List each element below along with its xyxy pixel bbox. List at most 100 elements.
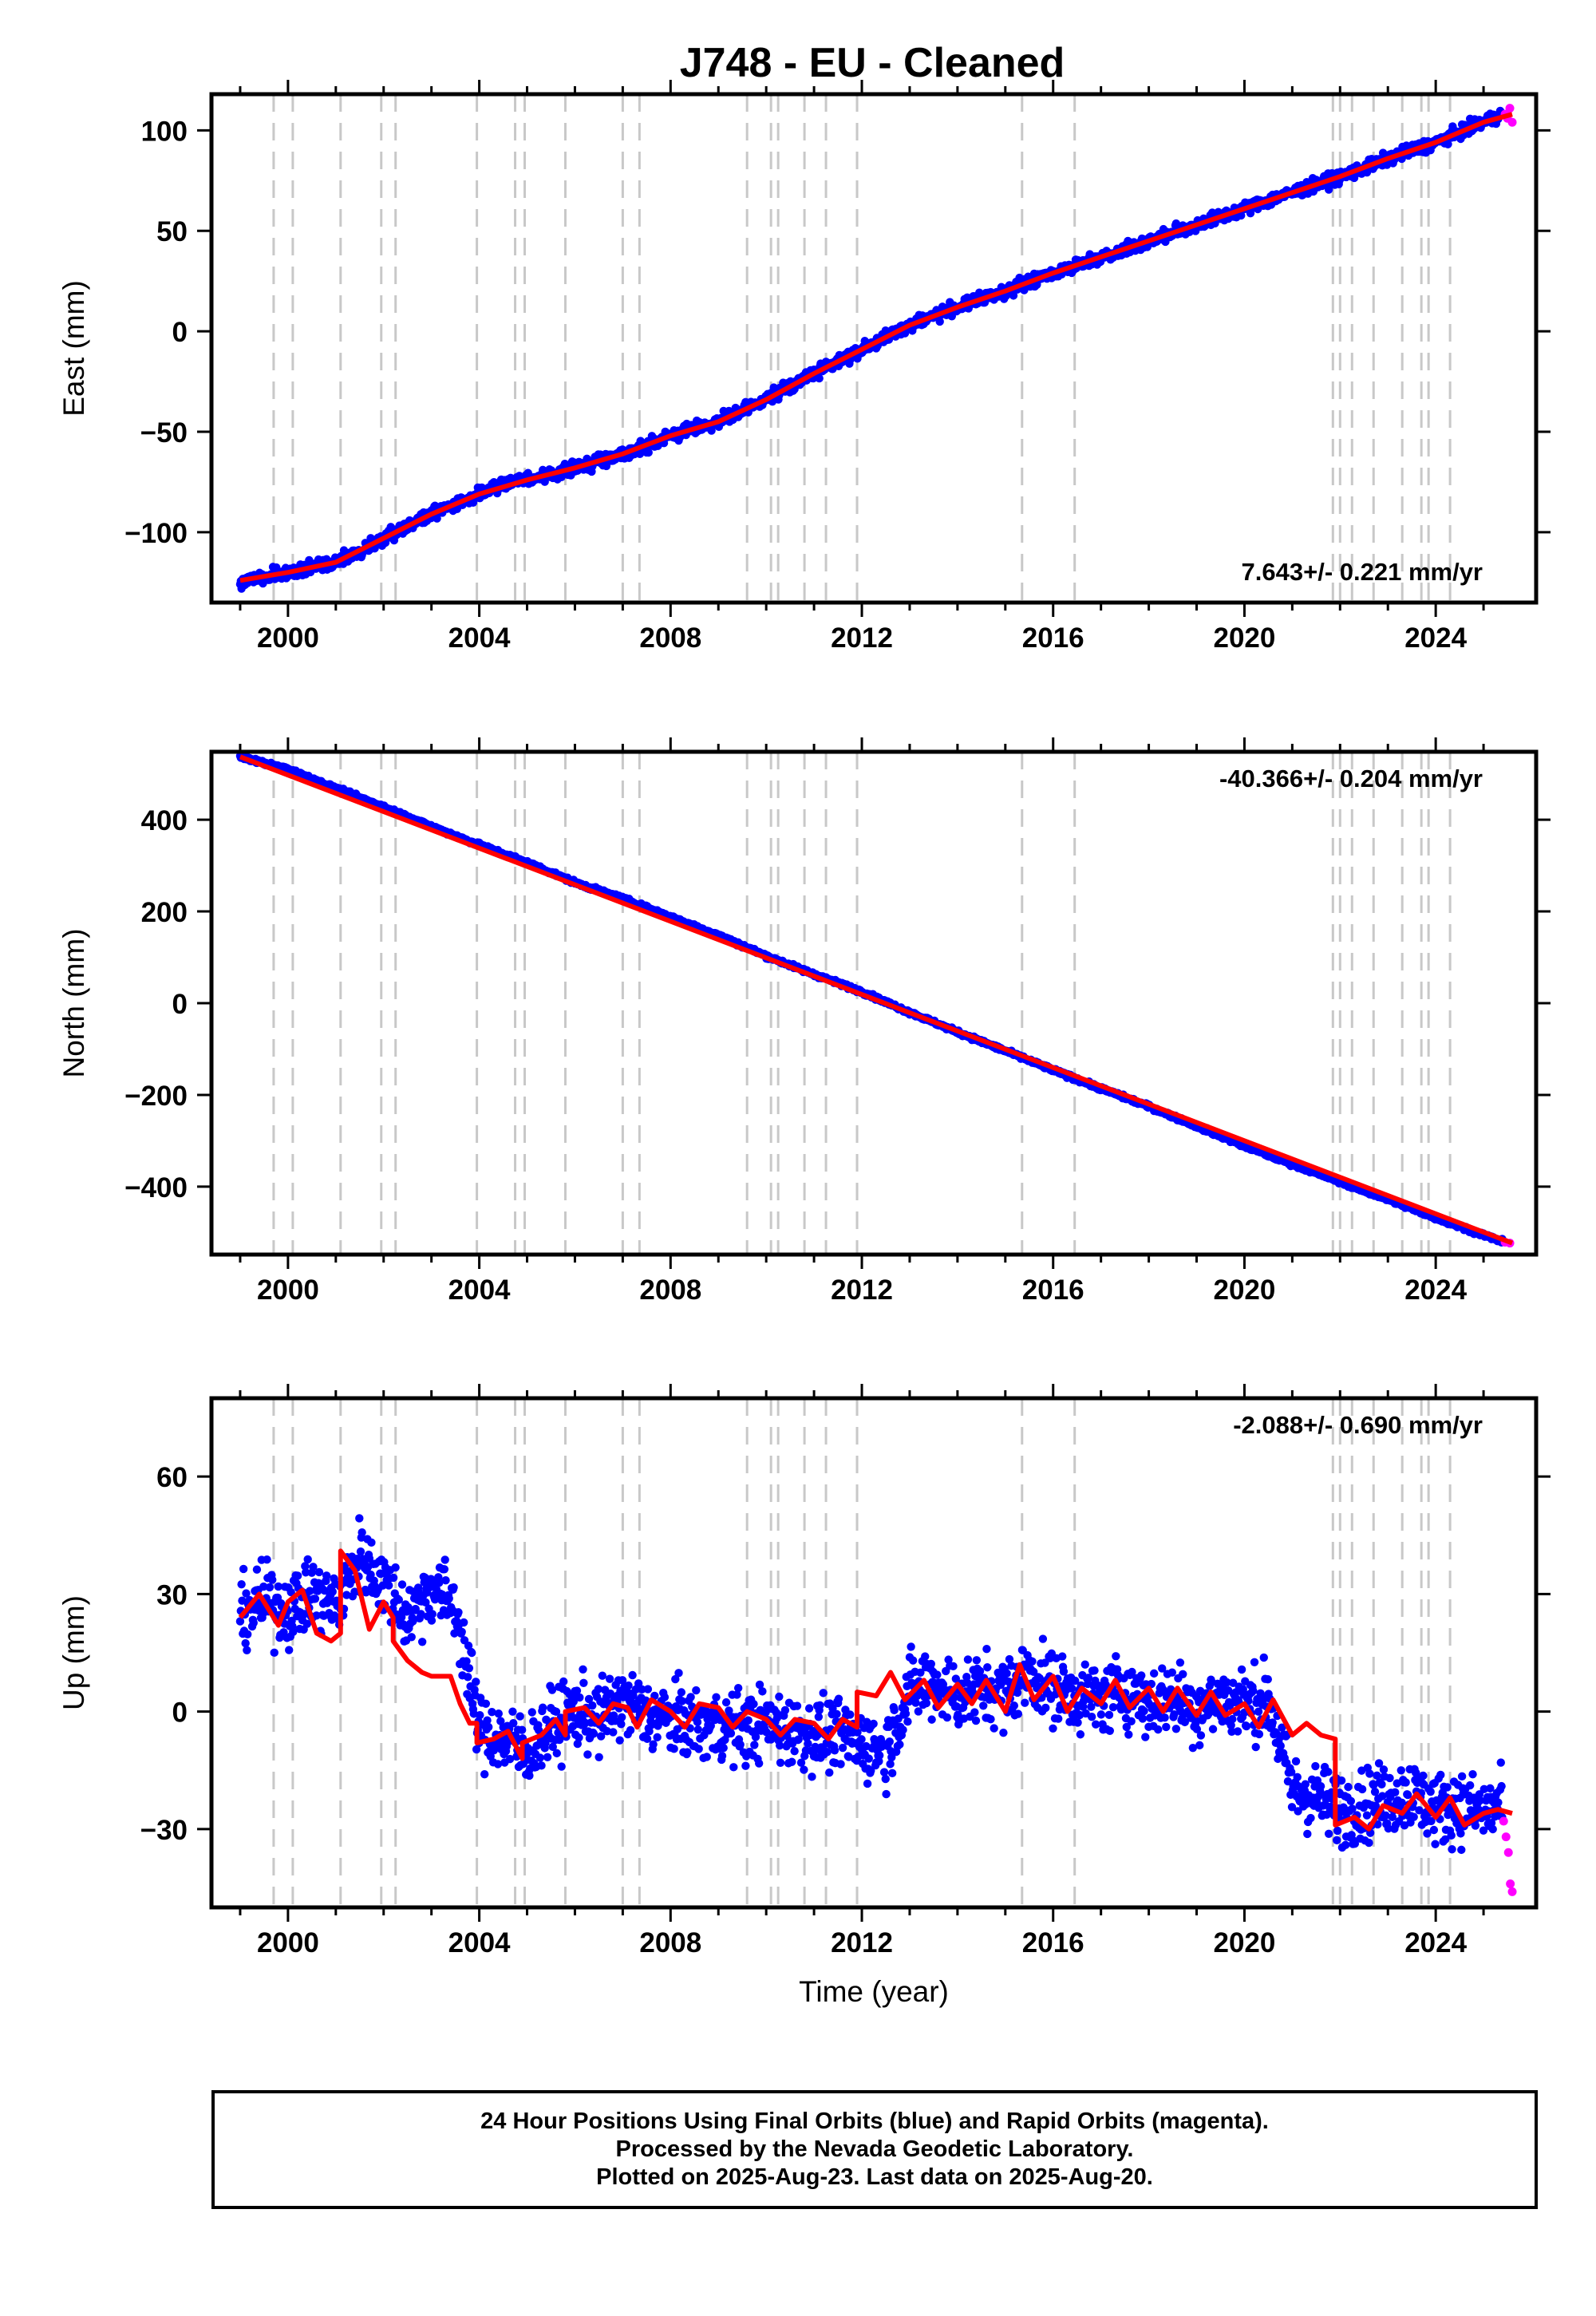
- data-point: [570, 1713, 579, 1722]
- data-point: [551, 1707, 561, 1717]
- data-point: [407, 1633, 416, 1642]
- data-point: [483, 1716, 492, 1725]
- data-point: [863, 1779, 872, 1788]
- data-point: [527, 1708, 536, 1717]
- data-point: [721, 1697, 731, 1707]
- data-point: [825, 1768, 834, 1777]
- data-point: [712, 1693, 721, 1701]
- data-point: [306, 1587, 314, 1595]
- data-point: [263, 1555, 271, 1564]
- data-point: [484, 1722, 493, 1732]
- data-point: [302, 1619, 312, 1628]
- data-point: [555, 1735, 564, 1745]
- data-point: [834, 1694, 843, 1703]
- data-point: [693, 1717, 702, 1726]
- data-point: [881, 1774, 890, 1784]
- data-point: [595, 1753, 603, 1761]
- data-point: [725, 1706, 733, 1715]
- data-point: [816, 1701, 824, 1710]
- data-point: [444, 1594, 453, 1603]
- data-point: [875, 1751, 884, 1760]
- data-point: [505, 1754, 515, 1764]
- data-point: [584, 1694, 594, 1704]
- velocity-label: -40.366+/- 0.204 mm/yr: [1219, 765, 1483, 792]
- data-point: [434, 1579, 444, 1587]
- data-point: [573, 1739, 583, 1749]
- data-point: [814, 1713, 824, 1721]
- data-point: [808, 1773, 816, 1781]
- data-point: [464, 1641, 473, 1650]
- data-point: [1237, 211, 1246, 220]
- data-point: [440, 1565, 449, 1574]
- x-tick-label: 2020: [1214, 622, 1276, 654]
- panel-north: 2000 2004 2008 2012 2016 2020 2024−400−2000200…: [57, 737, 1551, 1306]
- x-tick-label: 2000: [257, 622, 319, 654]
- data-point: [836, 1760, 845, 1769]
- rapid-point: [1507, 117, 1517, 127]
- data-point: [389, 1573, 398, 1583]
- data-point: [628, 1670, 637, 1680]
- data-point: [366, 1570, 375, 1579]
- x-tick-label: 2008: [639, 1275, 701, 1306]
- model-line: [239, 754, 1514, 1246]
- data-point: [572, 1686, 582, 1695]
- data-point: [598, 1671, 607, 1680]
- data-point: [677, 1688, 686, 1697]
- data-point: [235, 1617, 245, 1626]
- data-point: [480, 1769, 489, 1779]
- data-point: [869, 1719, 878, 1729]
- data-point: [397, 1580, 407, 1589]
- data-point: [493, 1760, 503, 1769]
- data-point: [645, 1727, 654, 1736]
- data-point: [762, 1728, 771, 1737]
- data-point: [741, 1761, 750, 1770]
- y-tick-label: −50: [140, 417, 188, 449]
- data-point: [694, 1745, 703, 1753]
- data-point: [788, 1757, 796, 1766]
- data-point: [409, 1617, 417, 1626]
- data-point: [301, 1568, 310, 1577]
- data-point: [309, 1563, 318, 1571]
- y-tick-label: 50: [156, 216, 188, 247]
- data-point: [1324, 185, 1333, 194]
- data-point: [538, 1703, 547, 1712]
- data-point: [882, 1789, 891, 1799]
- data-point: [838, 1743, 847, 1753]
- data-point: [935, 317, 944, 326]
- data-point: [310, 1595, 320, 1603]
- data-point: [815, 373, 824, 383]
- data-point: [575, 1733, 583, 1742]
- data-point: [790, 1747, 799, 1756]
- data-point: [660, 1693, 670, 1701]
- data-point: [508, 1707, 517, 1716]
- data-point: [525, 1771, 534, 1780]
- data-point: [274, 1582, 282, 1591]
- data-point: [397, 1613, 406, 1622]
- data-point: [819, 1689, 828, 1697]
- data-point: [535, 1753, 545, 1762]
- data-point: [606, 1689, 615, 1698]
- x-tick-label: 2004: [448, 1275, 511, 1306]
- chart-title: J748 - EU - Cleaned: [680, 40, 1065, 86]
- data-point: [509, 1718, 518, 1728]
- data-point: [557, 1762, 566, 1771]
- data-point: [615, 1736, 624, 1745]
- data-point: [823, 1747, 832, 1757]
- data-point: [438, 1590, 447, 1599]
- y-tick-label: −200: [124, 1081, 188, 1112]
- data-point: [476, 1710, 484, 1720]
- data-point: [758, 1687, 767, 1696]
- x-tick-label: 2020: [1214, 1275, 1276, 1306]
- data-point: [481, 1699, 491, 1708]
- data-point: [617, 1720, 626, 1729]
- data-point: [653, 1733, 662, 1742]
- x-tick-label: 2000: [257, 1275, 319, 1306]
- data-point: [794, 1735, 803, 1744]
- data-point: [857, 1735, 866, 1744]
- data-point: [559, 1677, 568, 1686]
- data-point: [441, 1575, 450, 1585]
- data-point: [543, 1753, 552, 1761]
- data-point: [1009, 291, 1018, 300]
